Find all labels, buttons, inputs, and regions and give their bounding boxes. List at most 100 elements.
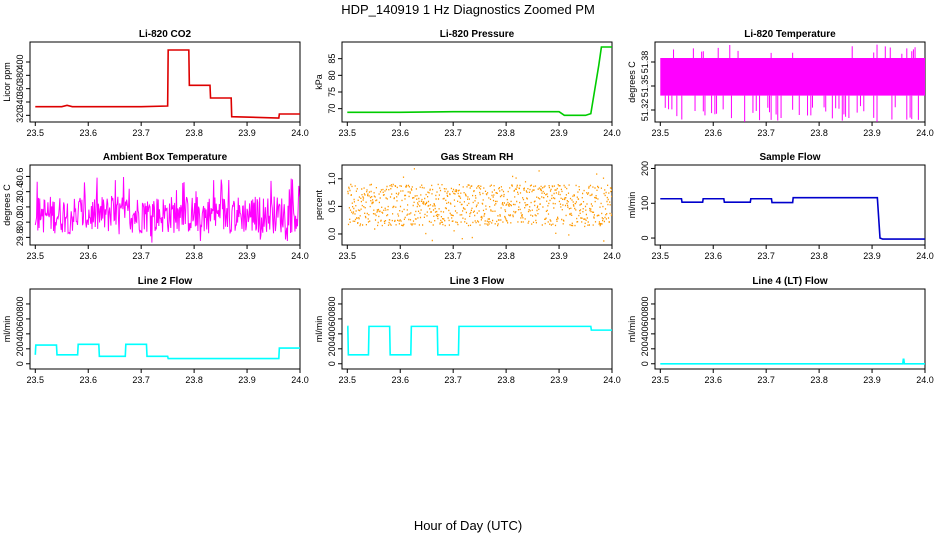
y-axis-label: Licor ppm <box>2 62 12 102</box>
x-tick-label: 23.6 <box>79 128 97 138</box>
panel: Sample Flow 23.5 23.6 23.7 23.8 23.9 24.0 0 100 2… <box>627 152 934 261</box>
x-tick-label: 24.0 <box>291 128 309 138</box>
series-line <box>35 49 300 119</box>
series <box>660 358 925 365</box>
y-axis-label: ml/min <box>314 316 324 343</box>
y-axis-label: degrees C <box>2 184 12 226</box>
y-tick-label: 400 <box>15 54 25 69</box>
x-tick-label: 24.0 <box>291 375 309 385</box>
x-tick-label: 23.9 <box>550 251 568 261</box>
x-tick-label: 23.9 <box>238 375 256 385</box>
panel-title: Li-820 CO2 <box>139 29 192 40</box>
y-axis-label: ml/min <box>627 316 637 343</box>
y-tick-label: 340 <box>15 94 25 109</box>
y-tick-label: 400 <box>640 326 650 341</box>
plot-frame <box>29 288 301 370</box>
panel: Li-820 Pressure 23.5 23.6 23.7 23.8 23.9 24.0 7… <box>314 29 621 138</box>
y-tick-label: 30.0 <box>15 213 25 231</box>
x-tick-label: 23.9 <box>238 251 256 261</box>
panel: Line 2 Flow 23.5 23.6 23.7 23.8 23.9 24.0 0 2004… <box>2 276 309 385</box>
series <box>34 343 300 360</box>
series-line <box>34 176 300 243</box>
panel-title: Li-820 Temperature <box>744 29 836 40</box>
y-tick-label: 51.38 <box>640 51 650 74</box>
panel-title: Sample Flow <box>759 152 820 163</box>
x-tick-label: 23.6 <box>704 375 722 385</box>
x-tick-label: 23.7 <box>132 251 150 261</box>
x-tick-label: 23.5 <box>652 128 670 138</box>
x-tick-label: 23.8 <box>810 251 828 261</box>
x-tick-label: 23.6 <box>79 251 97 261</box>
x-tick-label: 23.6 <box>391 128 409 138</box>
plot-frame <box>29 164 301 246</box>
page-title: HDP_140919 1 Hz Diagnostics Zoomed PM <box>341 2 595 17</box>
series-line <box>347 46 612 117</box>
x-tick-label: 23.6 <box>704 128 722 138</box>
y-tick-label: 0.5 <box>327 200 337 213</box>
x-tick-label: 23.9 <box>550 128 568 138</box>
x-tick-label: 23.7 <box>132 128 150 138</box>
y-tick-label: 800 <box>640 296 650 311</box>
x-tick-label: 23.8 <box>185 128 203 138</box>
series-line <box>660 196 925 240</box>
plot-frame <box>654 288 926 370</box>
y-tick-label: 100 <box>640 196 650 211</box>
x-tick-label: 23.5 <box>339 375 357 385</box>
y-tick-label: 200 <box>15 341 25 356</box>
series-line <box>660 358 925 365</box>
x-tick-label: 23.7 <box>444 251 462 261</box>
series <box>660 196 925 240</box>
x-tick-label: 23.7 <box>757 128 775 138</box>
x-tick-label: 23.7 <box>757 375 775 385</box>
x-tick-label: 23.8 <box>497 128 515 138</box>
y-tick-label: 600 <box>327 311 337 326</box>
x-tick-label: 23.9 <box>238 128 256 138</box>
y-tick-label: 0 <box>327 361 337 366</box>
panel: Li-820 Temperature 23.5 23.6 23.7 23.8 23.9 24… <box>627 29 934 138</box>
x-tick-label: 24.0 <box>603 128 621 138</box>
series-points <box>347 168 612 242</box>
x-tick-label: 23.5 <box>27 251 45 261</box>
x-tick-label: 23.7 <box>757 251 775 261</box>
plot-frame <box>654 164 926 246</box>
y-axis-label: degrees C <box>627 61 637 103</box>
x-tick-label: 23.9 <box>863 251 881 261</box>
y-tick-label: 51.32 <box>640 99 650 122</box>
y-tick-label: 85 <box>327 54 337 64</box>
y-tick-label: 30.4 <box>15 183 25 201</box>
panel-title: Line 3 Flow <box>450 276 505 287</box>
y-axis-label: ml/min <box>2 316 12 343</box>
series-line <box>347 325 612 356</box>
y-tick-label: 400 <box>327 326 337 341</box>
series <box>347 325 612 356</box>
x-tick-label: 23.5 <box>652 251 670 261</box>
panel: Ambient Box Temperature 23.5 23.6 23.7 23.8 2… <box>2 152 309 261</box>
x-tick-label: 23.8 <box>185 375 203 385</box>
x-tick-label: 23.8 <box>497 375 515 385</box>
y-tick-label: 360 <box>15 81 25 96</box>
y-tick-label: 0 <box>15 361 25 366</box>
panel: Gas Stream RH 23.5 23.6 23.7 23.8 23.9 24.0 0.0… <box>314 152 621 261</box>
series-spikes <box>664 44 919 122</box>
y-tick-label: 600 <box>640 311 650 326</box>
y-tick-label: 0.0 <box>327 228 337 241</box>
x-tick-label: 23.7 <box>444 375 462 385</box>
x-tick-label: 23.6 <box>704 251 722 261</box>
y-tick-label: 80 <box>327 70 337 80</box>
panel-title: Ambient Box Temperature <box>103 152 228 163</box>
panel-title: Line 2 Flow <box>138 276 193 287</box>
y-tick-label: 0 <box>640 361 650 366</box>
y-tick-label: 320 <box>15 108 25 123</box>
x-tick-label: 23.9 <box>863 128 881 138</box>
x-tick-label: 23.8 <box>185 251 203 261</box>
y-tick-label: 800 <box>327 296 337 311</box>
x-tick-label: 23.5 <box>27 375 45 385</box>
x-tick-label: 23.5 <box>27 128 45 138</box>
x-tick-label: 23.6 <box>391 375 409 385</box>
y-axis-label: ml/min <box>627 192 637 219</box>
y-tick-label: 800 <box>15 296 25 311</box>
y-tick-label: 600 <box>15 311 25 326</box>
y-tick-label: 29.8 <box>15 229 25 247</box>
y-tick-label: 75 <box>327 87 337 97</box>
